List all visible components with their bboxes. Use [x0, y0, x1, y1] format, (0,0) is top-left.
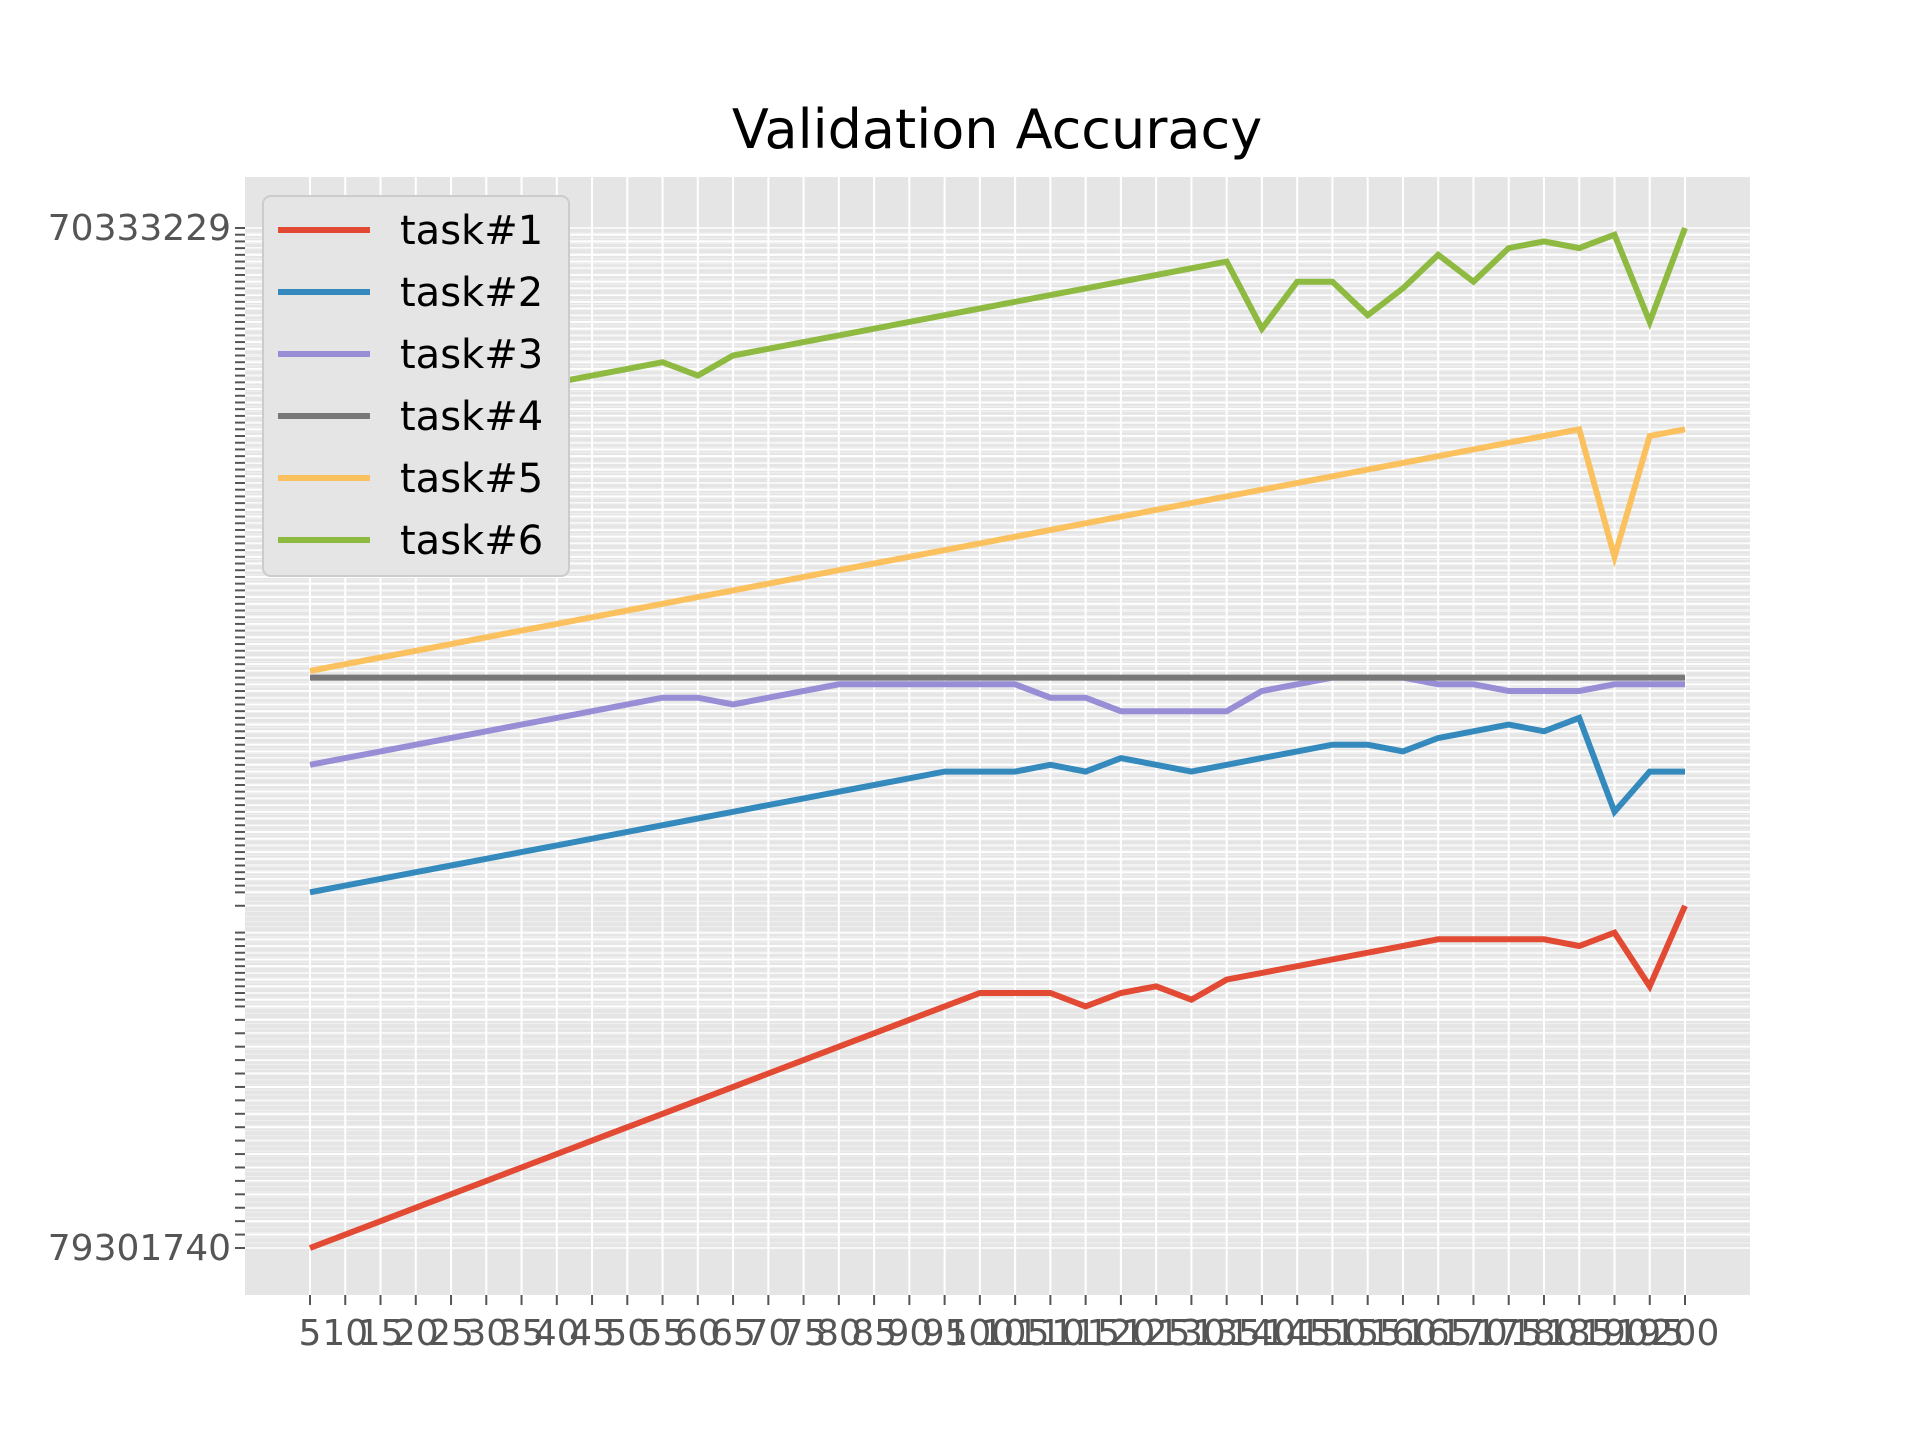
x-tick-label: 185: [1545, 1313, 1614, 1354]
y-axis: 70333229 79301740: [48, 208, 245, 1269]
x-tick-label: 170: [1439, 1313, 1508, 1354]
x-tick-label: 115: [1051, 1313, 1120, 1354]
x-tick-label: 145: [1263, 1313, 1332, 1354]
x-tick-label: 45: [569, 1313, 615, 1354]
x-tick-label: 70: [745, 1313, 791, 1354]
x-tick-label: 30: [463, 1313, 509, 1354]
x-tick-label: 55: [640, 1313, 686, 1354]
x-tick-label: 40: [534, 1313, 580, 1354]
x-axis: 5 101520253035404550556065707580859095100…: [299, 1295, 1720, 1354]
x-tick-label: 165: [1404, 1313, 1473, 1354]
x-tick-label: 155: [1333, 1313, 1402, 1354]
x-tick-label: 180: [1510, 1313, 1579, 1354]
x-tick-label: 110: [1016, 1313, 1085, 1354]
x-tick-label: 160: [1369, 1313, 1438, 1354]
x-tick-label: 200: [1651, 1313, 1720, 1354]
legend: task#1 task#2 task#3 task#4 task#5 task#6: [262, 195, 570, 577]
series-line-task5: [309, 425, 1686, 674]
legend-label: task#1: [400, 208, 543, 254]
x-tick-label: 130: [1157, 1313, 1226, 1354]
x-tick-label: 120: [1087, 1313, 1156, 1354]
x-tick-label: 105: [981, 1313, 1050, 1354]
series-line-task3: [309, 674, 1685, 768]
series-line-task2: [309, 714, 1685, 896]
x-tick-label: 80: [816, 1313, 862, 1354]
x-tick-label: 20: [393, 1313, 439, 1354]
chart-title: Validation Accuracy: [732, 98, 1262, 161]
x-tick-label: 175: [1474, 1313, 1543, 1354]
x-tick-label: 140: [1228, 1313, 1297, 1354]
y-tick-label: 79301740: [48, 1228, 231, 1269]
x-tick-label: 25: [428, 1313, 474, 1354]
x-tick-label: 195: [1615, 1313, 1684, 1354]
x-tick-label: 100: [946, 1313, 1015, 1354]
x-tick-label: 50: [604, 1313, 650, 1354]
x-tick-label: 60: [675, 1313, 721, 1354]
x-tick-label: 75: [781, 1313, 827, 1354]
x-tick-label: 190: [1580, 1313, 1649, 1354]
x-gridlines: [309, 177, 1686, 1295]
x-tick-label: 85: [851, 1313, 897, 1354]
x-tick-label: 135: [1192, 1313, 1261, 1354]
x-tick-label: 150: [1298, 1313, 1367, 1354]
x-tick-label: 95: [922, 1313, 968, 1354]
legend-label: task#3: [400, 332, 543, 378]
x-tick-label: 5: [299, 1313, 322, 1354]
legend-label: task#6: [400, 518, 543, 564]
x-tick-label: 65: [710, 1313, 756, 1354]
legend-label: task#2: [400, 270, 543, 316]
x-tick-label: 90: [886, 1313, 932, 1354]
x-tick-label: 15: [358, 1313, 404, 1354]
x-tick-label: 35: [499, 1313, 545, 1354]
legend-label: task#5: [400, 456, 543, 502]
y-tick-label: 70333229: [48, 208, 231, 249]
legend-label: task#4: [400, 394, 543, 440]
series-line-task1: [308, 904, 1688, 1251]
x-tick-label: 125: [1122, 1313, 1191, 1354]
x-tick-label: 10: [322, 1313, 368, 1354]
